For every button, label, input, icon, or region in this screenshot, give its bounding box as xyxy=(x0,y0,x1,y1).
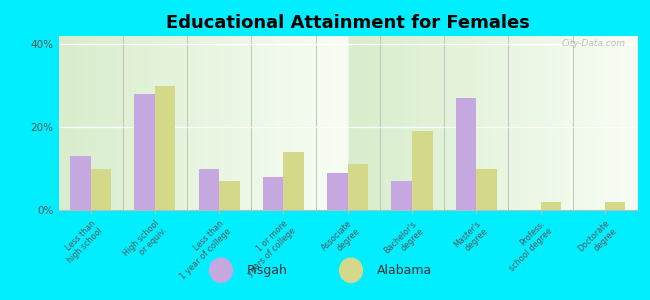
Bar xyxy=(541,202,561,210)
Bar xyxy=(476,169,497,210)
Bar xyxy=(263,177,283,210)
Bar xyxy=(155,86,176,210)
Bar xyxy=(412,131,433,210)
Bar xyxy=(605,202,625,210)
Title: Educational Attainment for Females: Educational Attainment for Females xyxy=(166,14,530,32)
Bar xyxy=(90,169,111,210)
Ellipse shape xyxy=(339,258,362,283)
Bar xyxy=(199,169,219,210)
Bar xyxy=(456,98,476,210)
Bar xyxy=(348,164,369,210)
Bar xyxy=(70,156,90,210)
Text: Alabama: Alabama xyxy=(377,264,432,277)
Ellipse shape xyxy=(209,258,233,283)
Bar xyxy=(135,94,155,210)
Bar xyxy=(283,152,304,210)
Bar xyxy=(391,181,412,210)
Text: City-Data.com: City-Data.com xyxy=(562,40,625,49)
Text: Pisgah: Pisgah xyxy=(247,264,288,277)
Bar xyxy=(219,181,240,210)
Bar xyxy=(327,173,348,210)
